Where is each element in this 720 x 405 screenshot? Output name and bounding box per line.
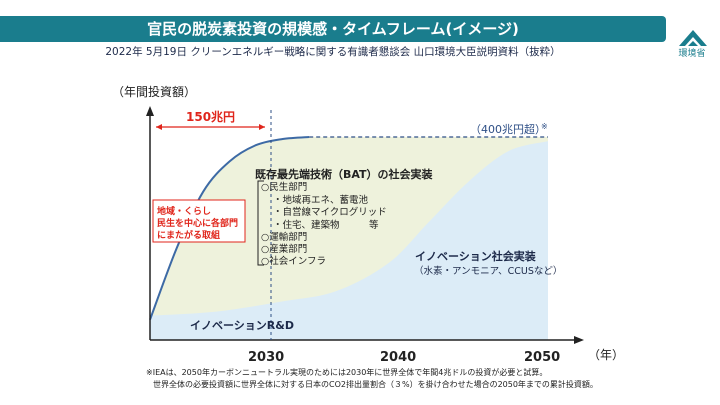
innovation-title: イノベーション社会実装 xyxy=(415,249,536,263)
ministry-logo-icon xyxy=(679,30,707,46)
footnote: ※IEAは、2050年カーボンニュートラル実現のためには2030年に世界全体で年… xyxy=(146,367,547,377)
left-note-box xyxy=(152,199,246,243)
y-axis-arrow xyxy=(146,106,154,116)
bat-bracket xyxy=(257,180,264,266)
bat-item: ・自営線マイクログリッド xyxy=(273,206,387,218)
period-150-label: 150兆円 xyxy=(186,109,235,124)
footnote: 世界全体の必要投資額に世界全体に対する日本のCO2排出量割合（３%）を掛け合わせ… xyxy=(153,379,598,389)
header: 官民の脱炭素投資の規模感・タイムフレーム(イメージ) 2022年 5月19日 ク… xyxy=(0,0,720,62)
bat-item: ・住宅、建築物 xyxy=(273,219,340,231)
left-note-line: にまたがる取組 xyxy=(157,229,220,241)
bat-item: ○産業部門 xyxy=(261,243,307,255)
left-note-line: 民生を中心に各部門 xyxy=(157,217,238,229)
ministry-name: 環境省 xyxy=(678,49,706,59)
x-tick-2040: 2040 xyxy=(380,350,416,365)
rnd-label: イノベーションR&D xyxy=(190,319,294,332)
innovation-subtitle: （水素・アンモニア、CCUSなど） xyxy=(414,265,562,277)
bat-item: ・地域再エネ、蓄電池 xyxy=(273,194,369,206)
bat-item: ○民生部門 xyxy=(261,181,307,193)
left-note-line: 地域・くらし xyxy=(157,205,211,217)
x-axis-arrow xyxy=(574,336,584,344)
x-axis-label: （年） xyxy=(588,348,624,362)
period-arrow-left-head xyxy=(156,124,162,130)
bat-curve xyxy=(149,136,310,321)
y-axis-label: （年間投資額） xyxy=(112,84,196,99)
innovation-area xyxy=(150,141,548,340)
title-bar xyxy=(0,16,666,42)
target-400-label: （400兆円超） xyxy=(470,122,546,136)
period-arrow-right-head xyxy=(259,124,265,130)
x-tick-2050: 2050 xyxy=(524,350,560,365)
bat-item: 等 xyxy=(369,219,379,231)
bat-item: ○運輸部門 xyxy=(261,231,307,243)
bat-title: 既存最先端技術（BAT）の社会実装 xyxy=(255,167,433,181)
page-subtitle: 2022年 5月19日 クリーンエネルギー戦略に関する有識者懇談会 山口環境大臣… xyxy=(105,46,561,58)
x-tick-2030: 2030 xyxy=(248,350,284,365)
page-title: 官民の脱炭素投資の規模感・タイムフレーム(イメージ) xyxy=(147,20,519,38)
target-note-mark: ※ xyxy=(541,122,548,131)
bat-item: ○社会インフラ xyxy=(261,255,326,267)
